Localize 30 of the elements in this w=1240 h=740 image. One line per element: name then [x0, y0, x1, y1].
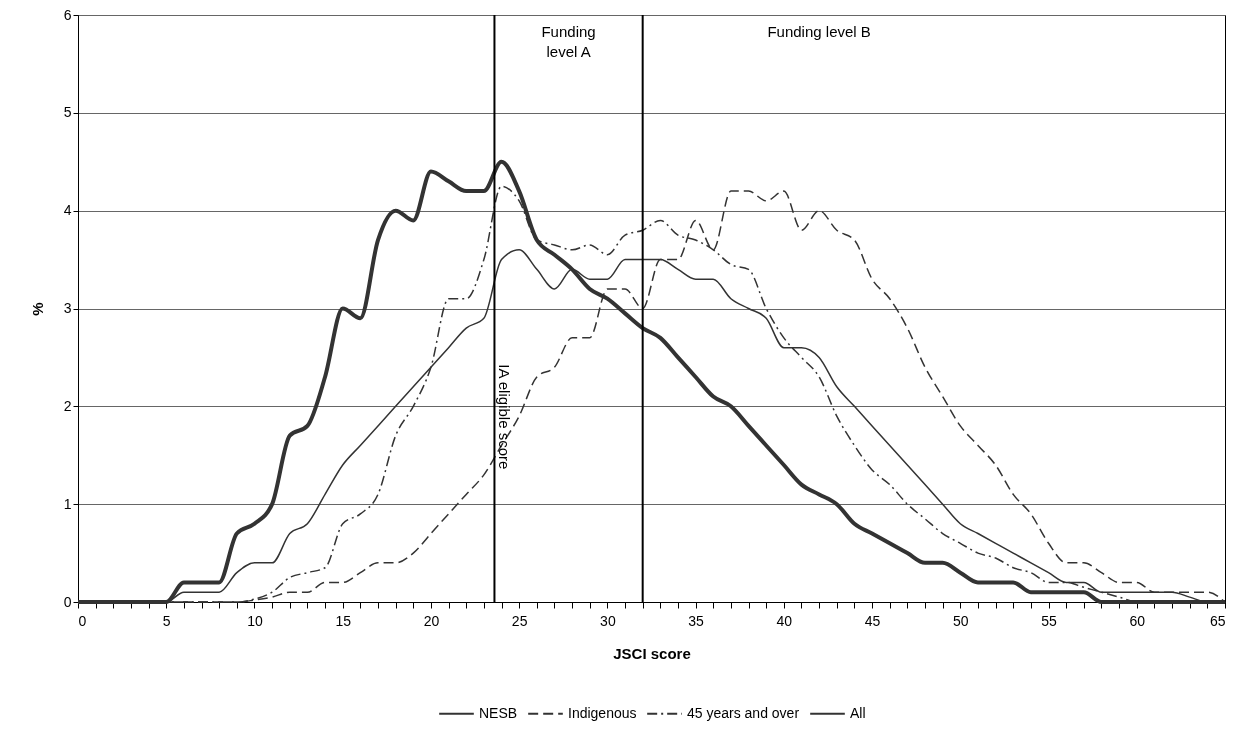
- x-tick-label: 50: [953, 612, 969, 629]
- y-tick-label: 6: [63, 6, 72, 23]
- x-tick-label: 15: [335, 612, 352, 629]
- legend-label: All: [850, 704, 866, 721]
- x-tick-label: 5: [162, 612, 171, 629]
- y-tick-label: 5: [63, 104, 72, 121]
- y-axis-title: %: [28, 302, 46, 316]
- x-tick-label: 0: [78, 612, 87, 629]
- y-tick-label: 0: [63, 593, 72, 610]
- y-tick-label: 2: [63, 397, 72, 414]
- y-tick-label: 4: [63, 202, 72, 219]
- x-tick-label: 30: [600, 612, 616, 629]
- x-tick-label: 10: [247, 612, 263, 629]
- y-tick-label: 1: [63, 495, 72, 512]
- legend-label: 45 years and over: [687, 704, 800, 721]
- x-tick-label: 25: [511, 612, 528, 629]
- ref-line-label: IA eligible score: [496, 364, 514, 470]
- y-tick-label: 3: [63, 300, 72, 316]
- x-tick-label: 35: [688, 612, 705, 629]
- x-tick-label: 40: [776, 612, 793, 629]
- legend-label: Indigenous: [568, 704, 637, 721]
- legend-label: NESB: [479, 704, 518, 721]
- x-tick-label: 20: [423, 612, 440, 629]
- x-tick-label: 45: [864, 612, 881, 629]
- x-tick-label: 65: [1209, 612, 1226, 629]
- x-axis-title: JSCI score: [613, 644, 691, 662]
- annotation: Funding level B: [767, 23, 871, 40]
- annotation: Funding level A: [541, 23, 596, 60]
- x-tick-label: 60: [1129, 612, 1146, 629]
- x-tick-label: 55: [1041, 612, 1058, 629]
